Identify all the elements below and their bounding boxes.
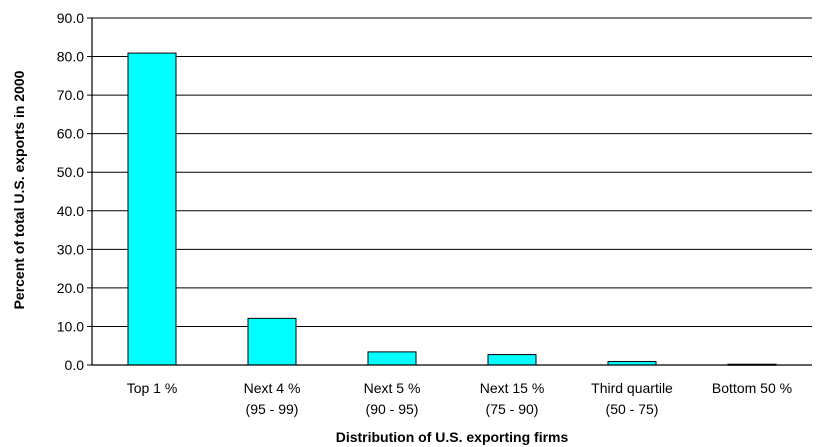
bar bbox=[487, 354, 537, 366]
x-category-label: Next 5 % bbox=[364, 380, 421, 396]
bars bbox=[127, 52, 777, 366]
y-tick-labels: 0.0 10.0 20.0 30.0 40.0 50.0 60.0 70.0 80.0 90.0 bbox=[57, 10, 84, 373]
y-tick-label: 20.0 bbox=[57, 280, 84, 296]
x-category-label: Third quartile bbox=[591, 380, 673, 396]
y-tick-label: 40.0 bbox=[57, 203, 84, 219]
y-tick-label: 30.0 bbox=[57, 241, 84, 257]
x-category-label: (50 - 75) bbox=[606, 401, 659, 417]
y-axis-title: Percent of total U.S. exports in 2000 bbox=[11, 70, 27, 309]
gridlines bbox=[87, 17, 812, 366]
axes bbox=[91, 18, 812, 366]
x-category-labels: Top 1 % Next 4 % (95 - 99) Next 5 % (90 - 95… bbox=[127, 380, 792, 417]
y-tick-label: 0.0 bbox=[65, 357, 85, 373]
x-category-label: Top 1 % bbox=[127, 380, 178, 396]
x-category-label: Next 4 % bbox=[244, 380, 301, 396]
x-category-label: (75 - 90) bbox=[486, 401, 539, 417]
y-tick-label: 80.0 bbox=[57, 49, 84, 65]
x-axis-title: Distribution of U.S. exporting firms bbox=[336, 429, 569, 445]
y-tick-label: 50.0 bbox=[57, 164, 84, 180]
y-tick-label: 90.0 bbox=[57, 10, 84, 26]
bar bbox=[127, 52, 177, 366]
x-category-label: Bottom 50 % bbox=[712, 380, 792, 396]
bar bbox=[367, 351, 417, 366]
y-tick-label: 70.0 bbox=[57, 87, 84, 103]
y-tick-label: 10.0 bbox=[57, 318, 84, 334]
y-tick-label: 60.0 bbox=[57, 126, 84, 142]
x-category-label: (95 - 99) bbox=[246, 401, 299, 417]
x-category-label: (90 - 95) bbox=[366, 401, 419, 417]
x-category-label: Next 15 % bbox=[480, 380, 545, 396]
bar bbox=[247, 317, 297, 366]
